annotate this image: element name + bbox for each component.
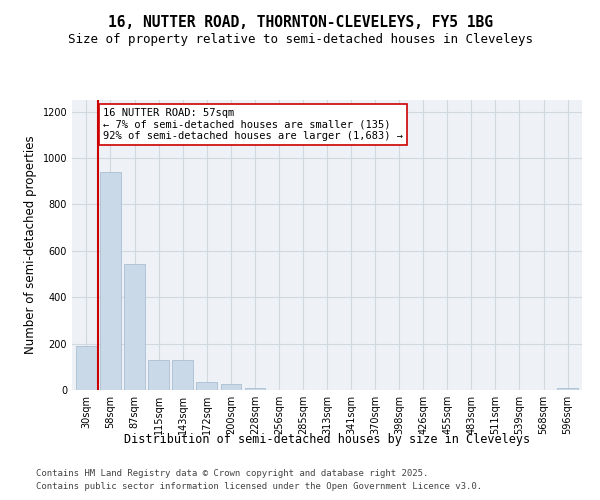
Text: 16, NUTTER ROAD, THORNTON-CLEVELEYS, FY5 1BG: 16, NUTTER ROAD, THORNTON-CLEVELEYS, FY5… (107, 15, 493, 30)
Bar (196, 382, 217, 390)
Bar (221, 384, 241, 390)
Text: 16 NUTTER ROAD: 57sqm
← 7% of semi-detached houses are smaller (135)
92% of semi: 16 NUTTER ROAD: 57sqm ← 7% of semi-detac… (103, 108, 403, 142)
Text: Contains HM Land Registry data © Crown copyright and database right 2025.: Contains HM Land Registry data © Crown c… (36, 468, 428, 477)
Bar (172, 360, 193, 390)
Text: Contains public sector information licensed under the Open Government Licence v3: Contains public sector information licen… (36, 482, 482, 491)
Text: Distribution of semi-detached houses by size in Cleveleys: Distribution of semi-detached houses by … (124, 432, 530, 446)
Bar (124, 264, 145, 390)
Y-axis label: Number of semi-detached properties: Number of semi-detached properties (24, 136, 37, 354)
Bar (245, 388, 265, 390)
Text: Size of property relative to semi-detached houses in Cleveleys: Size of property relative to semi-detach… (67, 32, 533, 46)
Bar (148, 360, 169, 390)
Bar (76, 346, 97, 390)
Bar (557, 388, 578, 390)
Bar (100, 172, 121, 390)
